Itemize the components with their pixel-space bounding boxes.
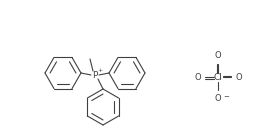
Text: P: P — [92, 71, 98, 79]
Text: +: + — [97, 68, 102, 73]
Text: −: − — [223, 94, 229, 100]
Text: O: O — [235, 72, 242, 82]
Text: Cl: Cl — [214, 72, 222, 82]
Text: O: O — [215, 94, 221, 103]
Text: O: O — [215, 51, 221, 60]
Text: O: O — [194, 72, 201, 82]
